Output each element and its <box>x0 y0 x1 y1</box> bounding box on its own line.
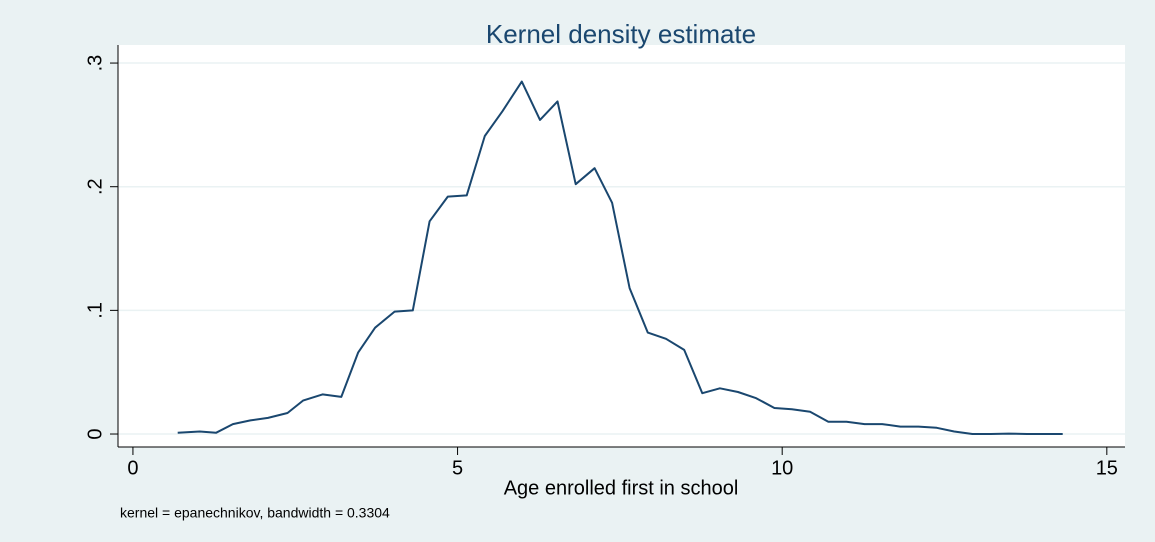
density-line <box>177 80 1063 435</box>
x-tick-label: 0 <box>127 457 138 479</box>
note: kernel = epanechnikov, bandwidth = 0.330… <box>120 505 390 521</box>
x-tick-label: 10 <box>771 457 793 479</box>
y-tick-label: .1 <box>84 302 106 319</box>
chart-title: Kernel density estimate <box>486 19 756 49</box>
x-tick-label: 15 <box>1096 457 1118 479</box>
x-axis-label: Age enrolled first in school <box>504 477 739 499</box>
y-tick-label: .3 <box>84 55 106 72</box>
x-tick-label: 5 <box>452 457 463 479</box>
y-tick-label: .2 <box>84 178 106 195</box>
y-tick-label: 0 <box>84 428 106 439</box>
